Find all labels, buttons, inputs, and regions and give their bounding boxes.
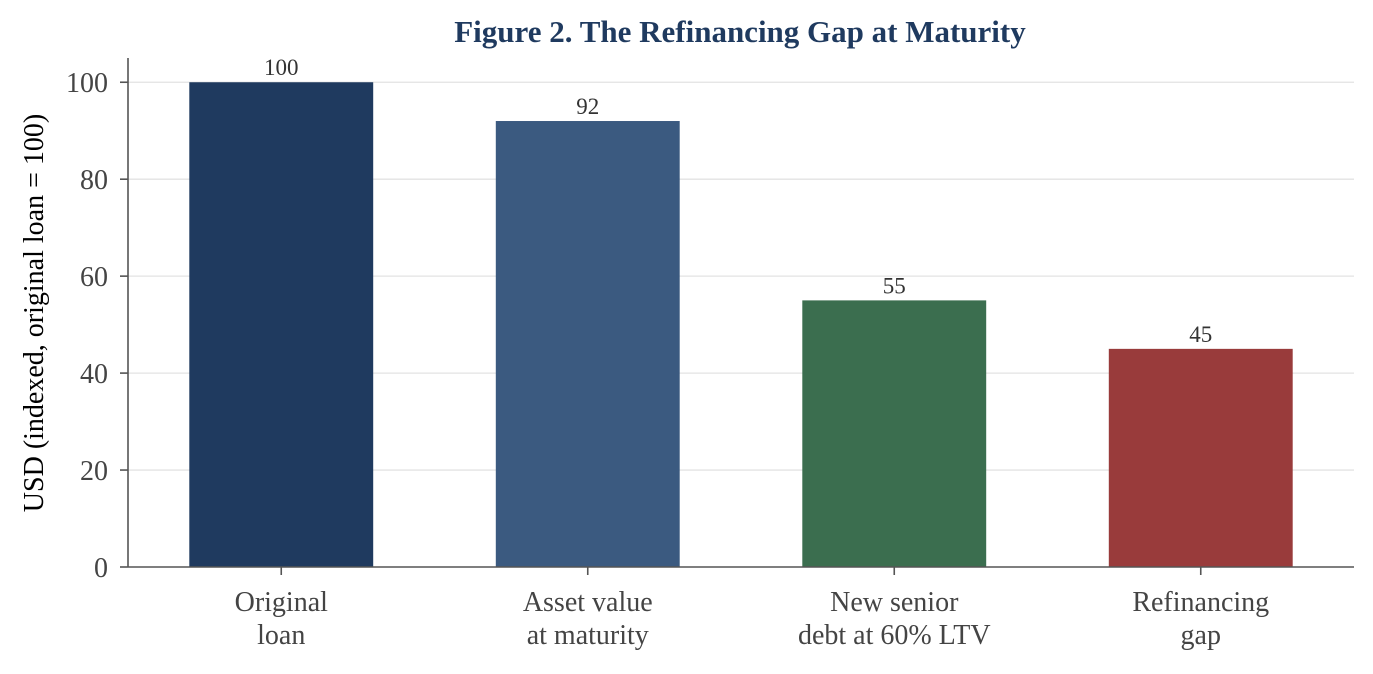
x-tick-label: Refinancing gap	[1132, 587, 1269, 651]
x-tick-label: Asset value at maturity	[523, 587, 653, 651]
x-tick-label-line: loan	[257, 620, 305, 651]
bar	[802, 300, 987, 567]
x-tick-label: Original loan	[235, 587, 329, 651]
x-tick-label-line: Refinancing	[1132, 587, 1269, 618]
x-tick-label-line: gap	[1181, 620, 1221, 651]
bar-data-label: 45	[1189, 322, 1212, 347]
y-tick-label: 0	[94, 553, 108, 584]
y-tick-label: 80	[80, 165, 108, 196]
x-tick-label-line: Asset value	[523, 587, 653, 618]
x-tick-label-line: New senior	[830, 587, 959, 618]
bar-data-label: 55	[883, 273, 906, 298]
y-tick-label: 20	[80, 456, 108, 487]
x-tick-label-line: Original	[235, 587, 329, 618]
x-tick-label: New senior debt at 60% LTV	[798, 587, 991, 651]
bar	[189, 82, 374, 567]
bars	[189, 82, 1293, 568]
y-axis-label: USD (indexed, original loan = 100)	[19, 114, 50, 512]
y-tick-label: 40	[80, 359, 108, 390]
bar	[495, 121, 680, 568]
x-tick-label-line: at maturity	[527, 620, 649, 651]
x-tick-label-line: debt at 60% LTV	[798, 620, 991, 651]
axes: 0 20 40 60 80 100 Original loan Asset value at ma…	[66, 58, 1354, 651]
bar-data-label: 100	[264, 55, 299, 80]
bar-data-label: 92	[576, 94, 599, 119]
bar	[1108, 348, 1293, 567]
y-tick-label: 60	[80, 262, 108, 293]
data-labels: 100 92 55 45	[264, 55, 1212, 347]
y-tick-label: 100	[66, 68, 108, 99]
chart-title: Figure 2. The Refinancing Gap at Maturit…	[454, 14, 1026, 49]
